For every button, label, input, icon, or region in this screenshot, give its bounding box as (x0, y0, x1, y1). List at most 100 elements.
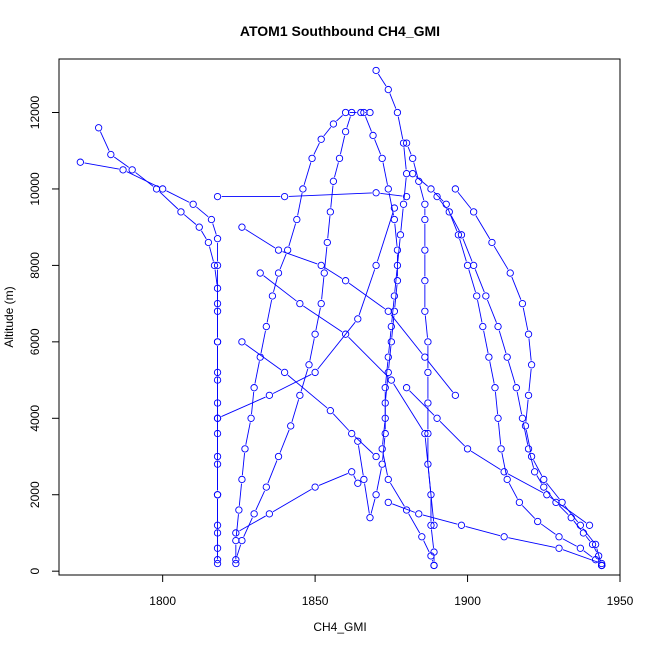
data-point (540, 483, 548, 491)
series-segment (388, 345, 392, 369)
data-point (323, 238, 331, 247)
data-point (393, 108, 402, 117)
series-segment (397, 238, 401, 262)
series-segment (255, 490, 265, 511)
series-segment (84, 162, 119, 170)
data-point (457, 521, 466, 529)
series-segment (562, 549, 598, 563)
data-point (238, 338, 246, 346)
series-segment (498, 330, 507, 354)
series-18 (238, 223, 460, 400)
series-segment (533, 460, 543, 476)
series-segment (376, 468, 382, 491)
data-point (213, 338, 222, 346)
data-point (393, 246, 402, 254)
series-segment (582, 528, 594, 542)
data-point (527, 361, 536, 369)
series-segment (403, 147, 407, 170)
series-segment (419, 185, 425, 201)
data-point (268, 292, 277, 300)
data-point (369, 131, 377, 140)
series-segment (291, 399, 300, 423)
x-tick-label: 1800 (149, 594, 176, 608)
series-segment (424, 437, 435, 522)
series-layer (76, 66, 606, 570)
series-segment (354, 436, 374, 454)
series-5 (372, 66, 438, 570)
series-segment (336, 115, 343, 122)
data-point (348, 429, 356, 438)
data-point (497, 445, 505, 453)
series-segment (558, 505, 569, 516)
series-segment (377, 73, 387, 87)
data-point (293, 215, 301, 224)
series-segment (321, 277, 325, 300)
data-point (348, 108, 356, 117)
series-16 (213, 204, 399, 422)
data-point (558, 498, 566, 507)
series-segment (403, 177, 407, 201)
series-segment (334, 162, 339, 178)
series-segment (239, 515, 266, 532)
data-point (250, 384, 258, 392)
data-point (470, 208, 478, 216)
series-segment (388, 192, 395, 216)
series-17 (402, 384, 594, 529)
series-segment (382, 422, 386, 445)
series-13 (232, 468, 362, 537)
series-segment (263, 275, 297, 302)
data-point (378, 460, 386, 468)
data-point (451, 185, 460, 193)
data-point (421, 246, 429, 254)
data-point (591, 556, 600, 564)
series-segment (391, 300, 395, 323)
data-point (421, 215, 429, 224)
series-segment (159, 191, 179, 210)
data-point (451, 391, 460, 400)
data-point (250, 510, 258, 518)
data-point (576, 521, 585, 529)
data-point (341, 277, 350, 285)
series-segment (501, 452, 507, 476)
series-segment (521, 505, 536, 519)
series-3 (232, 108, 374, 568)
data-point (274, 246, 283, 254)
series-segment (303, 305, 343, 333)
series-segment (400, 208, 404, 231)
series-segment (254, 361, 260, 384)
data-point (354, 315, 362, 323)
series-segment (407, 146, 412, 155)
data-point (384, 307, 392, 315)
data-point (421, 429, 429, 438)
series-segment (390, 314, 423, 355)
data-point (387, 338, 395, 346)
data-point (274, 452, 283, 461)
data-point (280, 192, 289, 201)
series-segment (353, 475, 357, 480)
series-segment (397, 116, 404, 140)
data-point (360, 108, 368, 117)
series-segment (235, 514, 239, 537)
data-point (387, 322, 395, 331)
data-point (195, 223, 203, 231)
series-segment (209, 246, 214, 262)
data-point (232, 556, 240, 564)
series-segment (135, 172, 154, 187)
series-segment (583, 550, 593, 558)
series-14 (238, 338, 380, 461)
data-point (473, 292, 481, 300)
series-segment (313, 142, 320, 155)
series-segment (409, 390, 435, 416)
data-point (457, 231, 466, 239)
series-segment (318, 473, 348, 486)
data-point (311, 483, 319, 491)
series-segment (529, 452, 534, 468)
data-point (433, 192, 441, 201)
data-point (341, 108, 350, 117)
data-point (579, 529, 588, 537)
data-point (503, 475, 511, 484)
data-point (213, 299, 222, 308)
series-segment (324, 246, 328, 269)
data-point (543, 491, 551, 499)
series-segment (282, 251, 318, 265)
